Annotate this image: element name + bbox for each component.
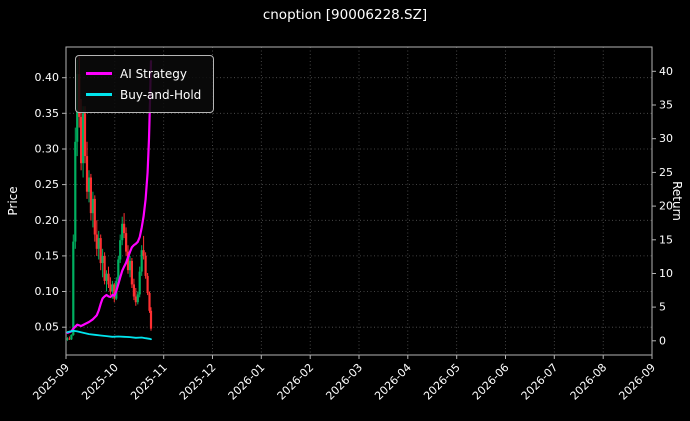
svg-text:0.40: 0.40 (35, 71, 60, 84)
svg-text:35: 35 (659, 99, 673, 112)
x-axis-ticks: 2025-09 2025-10 2025-11 2025-12 2026-01 2026-… (30, 355, 658, 403)
svg-text:15: 15 (659, 233, 673, 246)
svg-text:2026-08: 2026-08 (568, 361, 610, 403)
left-axis-ticks: 0.05 0.10 0.15 0.20 0.25 0.30 0.35 0.40 (35, 71, 66, 334)
svg-text:0.15: 0.15 (35, 249, 60, 262)
svg-text:10: 10 (659, 267, 673, 280)
svg-text:2025-10: 2025-10 (79, 361, 121, 403)
svg-text:0.25: 0.25 (35, 178, 60, 191)
svg-text:2025-09: 2025-09 (30, 361, 72, 403)
legend-label-buy-and-hold: Buy-and-Hold (120, 87, 202, 102)
svg-text:0.20: 0.20 (35, 214, 60, 227)
svg-text:2026-04: 2026-04 (372, 361, 414, 403)
legend-item-buy-and-hold: Buy-and-Hold (86, 84, 201, 105)
svg-text:40: 40 (659, 65, 673, 78)
legend-label-ai-strategy: AI Strategy (120, 66, 187, 81)
page-title: cnoption [90006228.SZ] (262, 7, 428, 23)
series-buy-and-hold (66, 329, 152, 341)
svg-text:0.10: 0.10 (35, 285, 60, 298)
svg-text:0.05: 0.05 (35, 321, 60, 334)
ai-strategy-line-swatch (86, 72, 112, 75)
svg-text:2026-06: 2026-06 (470, 361, 512, 403)
right-axis-label: Return (670, 181, 684, 221)
series-ai-strategy (66, 60, 153, 334)
buy-and-hold-line-swatch (86, 93, 112, 96)
svg-text:2026-03: 2026-03 (323, 361, 365, 403)
left-axis-label: Price (6, 186, 20, 216)
right-axis-ticks: 0 5 10 15 20 25 30 35 40 (652, 65, 673, 347)
svg-text:2025-11: 2025-11 (128, 361, 170, 403)
svg-text:5: 5 (659, 301, 666, 314)
svg-text:0.30: 0.30 (35, 143, 60, 156)
svg-text:2026-07: 2026-07 (519, 361, 561, 403)
svg-text:0: 0 (659, 334, 666, 347)
legend: AI Strategy Buy-and-Hold (75, 55, 215, 113)
svg-text:30: 30 (659, 132, 673, 145)
svg-text:20: 20 (659, 200, 673, 213)
svg-text:2025-12: 2025-12 (177, 361, 219, 403)
legend-item-ai-strategy: AI Strategy (86, 63, 201, 84)
svg-text:0.35: 0.35 (35, 107, 60, 120)
svg-text:2026-02: 2026-02 (275, 361, 317, 403)
svg-text:2026-09: 2026-09 (616, 361, 658, 403)
svg-text:2026-05: 2026-05 (421, 361, 463, 403)
svg-text:2026-01: 2026-01 (226, 361, 268, 403)
svg-text:25: 25 (659, 166, 673, 179)
